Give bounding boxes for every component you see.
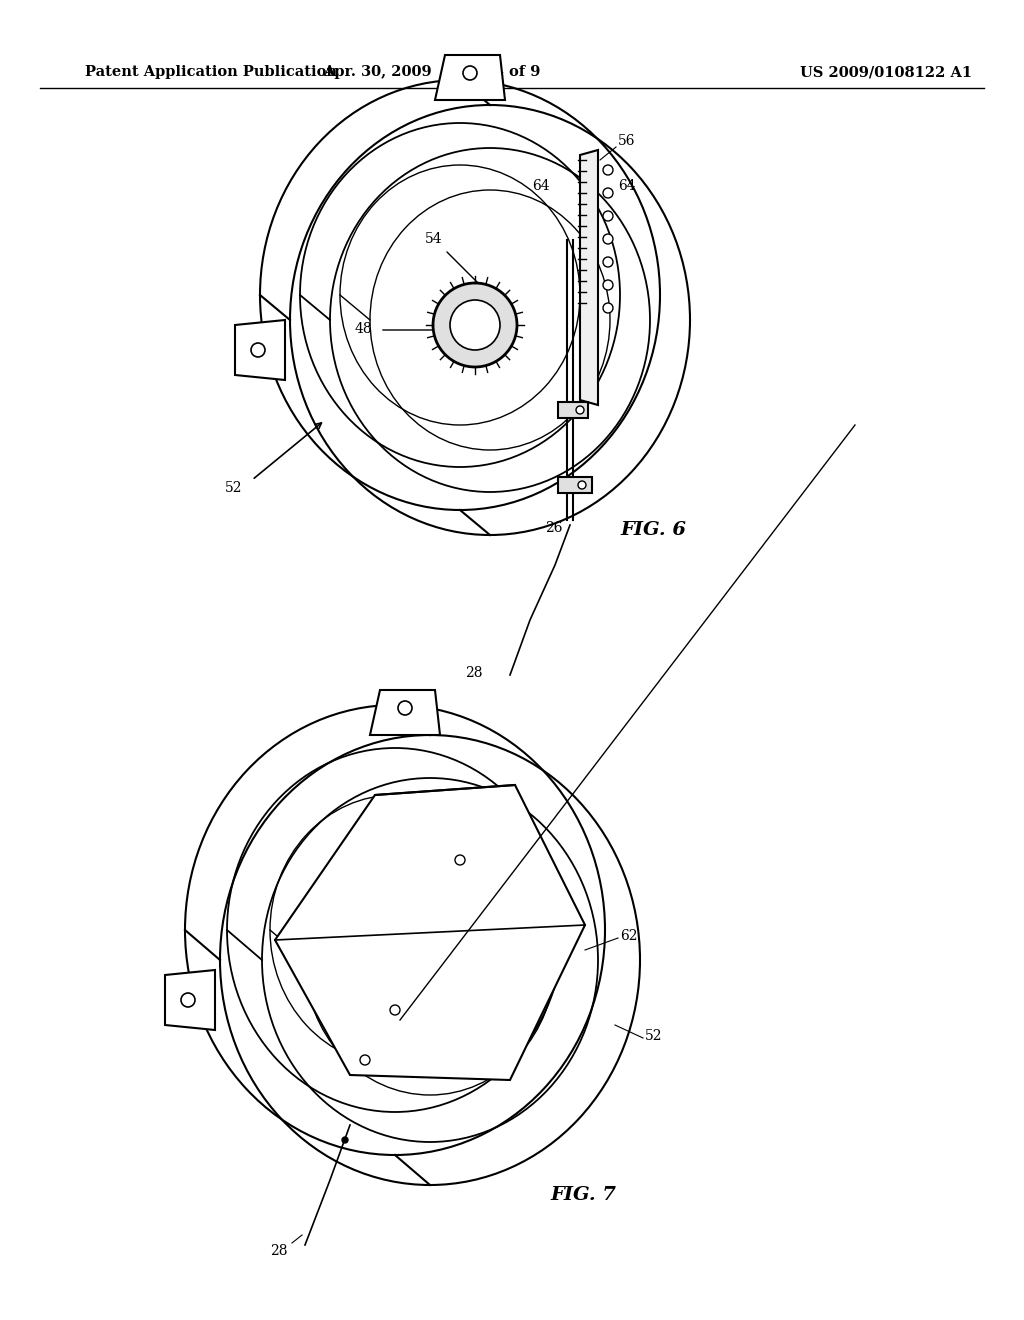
Text: FIG. 7: FIG. 7 xyxy=(550,1185,616,1204)
Circle shape xyxy=(390,1005,400,1015)
Circle shape xyxy=(575,407,584,414)
Circle shape xyxy=(603,304,613,313)
Circle shape xyxy=(251,343,265,356)
Text: 28: 28 xyxy=(270,1243,288,1258)
Text: 54: 54 xyxy=(425,232,442,246)
Text: 28: 28 xyxy=(465,667,482,680)
Text: Apr. 30, 2009  Sheet 4 of 9: Apr. 30, 2009 Sheet 4 of 9 xyxy=(324,65,541,79)
Circle shape xyxy=(603,211,613,220)
Circle shape xyxy=(398,701,412,715)
Circle shape xyxy=(578,480,586,488)
Circle shape xyxy=(450,300,500,350)
Circle shape xyxy=(603,234,613,244)
Polygon shape xyxy=(234,319,285,380)
Circle shape xyxy=(603,280,613,290)
Circle shape xyxy=(463,66,477,81)
Circle shape xyxy=(603,187,613,198)
Text: 56: 56 xyxy=(618,135,636,148)
Circle shape xyxy=(455,855,465,865)
Polygon shape xyxy=(580,150,598,405)
Text: 62: 62 xyxy=(620,929,638,942)
Text: 52: 52 xyxy=(225,480,243,495)
Circle shape xyxy=(181,993,195,1007)
Text: 26: 26 xyxy=(545,521,562,535)
Polygon shape xyxy=(558,403,588,418)
Polygon shape xyxy=(165,970,215,1030)
Ellipse shape xyxy=(220,735,640,1185)
Text: 64: 64 xyxy=(532,180,550,193)
Polygon shape xyxy=(370,690,440,735)
Circle shape xyxy=(603,257,613,267)
Circle shape xyxy=(433,282,517,367)
Text: US 2009/0108122 A1: US 2009/0108122 A1 xyxy=(800,65,972,79)
Ellipse shape xyxy=(290,106,690,535)
Text: 52: 52 xyxy=(645,1030,663,1043)
Text: 64: 64 xyxy=(618,180,636,193)
Polygon shape xyxy=(275,785,585,1080)
Circle shape xyxy=(603,165,613,176)
Text: 26: 26 xyxy=(582,289,599,304)
Polygon shape xyxy=(558,477,592,492)
Polygon shape xyxy=(435,55,505,100)
Text: 48: 48 xyxy=(355,322,373,337)
Text: FIG. 6: FIG. 6 xyxy=(620,521,686,539)
Text: Patent Application Publication: Patent Application Publication xyxy=(85,65,337,79)
Circle shape xyxy=(360,1055,370,1065)
Circle shape xyxy=(342,1137,348,1143)
